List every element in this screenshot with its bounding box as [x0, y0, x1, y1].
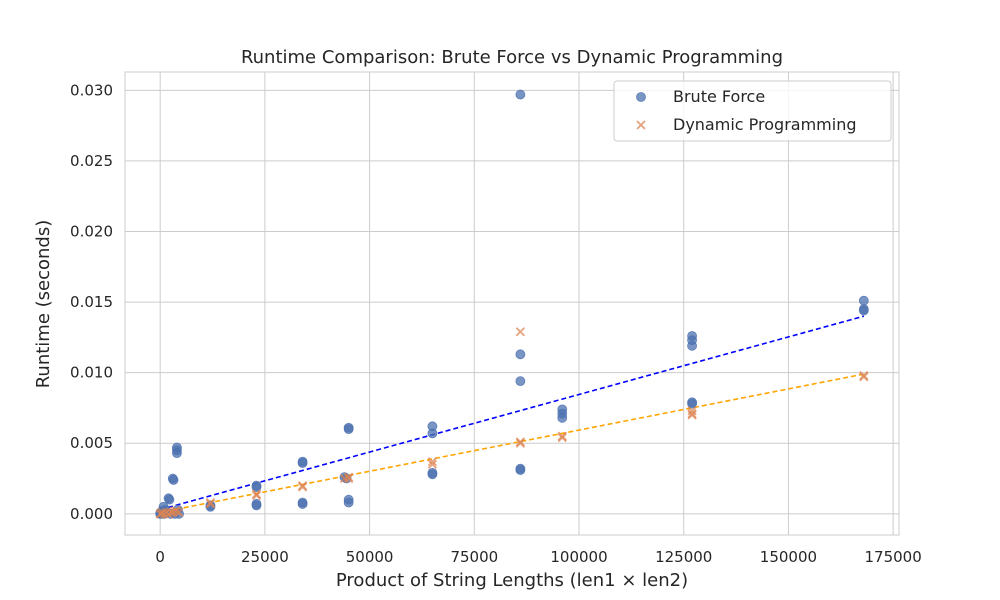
data-point	[515, 376, 526, 387]
data-point	[164, 494, 175, 505]
data-point	[251, 489, 262, 499]
x-tick-labels: 0 25000 50000 75000 100000 125000 150000 175000	[155, 548, 921, 566]
data-point	[859, 370, 869, 381]
y-tick-label: 0.000	[70, 505, 113, 523]
data-point	[515, 465, 526, 475]
x-tick-label: 0	[155, 548, 165, 566]
data-point	[343, 497, 354, 508]
data-point	[687, 340, 697, 351]
data-point	[515, 89, 526, 100]
data-point	[687, 408, 697, 419]
data-point	[859, 372, 869, 382]
series-group	[155, 327, 869, 519]
x-axis-label: Product of String Lengths (len1 × len2)	[336, 570, 688, 591]
data-point	[251, 500, 262, 511]
data-point	[427, 428, 438, 439]
x-tick-label: 100000	[550, 548, 607, 566]
data-point	[297, 458, 308, 468]
x-tick-label: 75000	[450, 548, 498, 566]
data-point	[557, 431, 567, 441]
x-tick-label: 150000	[760, 548, 817, 566]
y-tick-label: 0.015	[70, 293, 113, 311]
data-point	[557, 412, 568, 423]
data-point	[172, 448, 182, 459]
x-tick-label: 50000	[346, 548, 394, 566]
y-tick-label: 0.020	[70, 223, 113, 241]
y-tick-label: 0.010	[70, 364, 113, 382]
data-point	[687, 398, 697, 409]
data-point	[168, 475, 179, 485]
data-point	[515, 327, 526, 337]
y-tick-label: 0.005	[70, 434, 113, 452]
plot-frame	[124, 71, 900, 536]
data-point	[205, 499, 216, 509]
data-point	[515, 438, 526, 448]
legend-marker	[636, 92, 646, 102]
y-tick-labels: 0.000 0.005 0.010 0.015 0.020 0.025 0.030	[70, 81, 113, 522]
legend-box	[613, 80, 892, 142]
data-point	[297, 499, 308, 509]
legend-label: Dynamic Programming	[673, 115, 856, 134]
data-point	[515, 437, 526, 447]
y-tick-label: 0.025	[70, 152, 113, 170]
data-point	[687, 410, 697, 420]
trend-line	[159, 315, 865, 511]
data-point	[251, 482, 262, 492]
data-point	[251, 490, 262, 501]
data-point	[427, 469, 438, 480]
data-point	[343, 424, 354, 435]
y-axis-label: Runtime (seconds)	[33, 220, 54, 389]
data-point	[344, 473, 354, 484]
data-point	[205, 497, 216, 508]
trend-lines	[159, 315, 865, 514]
data-point	[297, 480, 308, 491]
data-point	[557, 432, 567, 443]
x-tick-label: 25000	[241, 548, 289, 566]
legend-marker	[636, 120, 646, 130]
data-point	[174, 507, 184, 518]
data-point	[858, 295, 869, 306]
x-tick-label: 125000	[655, 548, 712, 566]
legend-label: Brute Force	[673, 87, 765, 106]
x-tick-label: 175000	[865, 548, 922, 566]
data-point	[515, 349, 526, 360]
data-point	[297, 482, 308, 492]
y-tick-label: 0.030	[70, 81, 113, 99]
data-point	[427, 459, 438, 470]
data-point	[427, 456, 438, 467]
grid-lines	[125, 72, 899, 535]
legend: Brute Force Dynamic Programming	[613, 80, 892, 142]
data-point	[344, 472, 354, 482]
data-point	[858, 305, 869, 316]
chart-title: Runtime Comparison: Brute Force vs Dynam…	[241, 47, 783, 68]
data-points	[155, 89, 869, 519]
